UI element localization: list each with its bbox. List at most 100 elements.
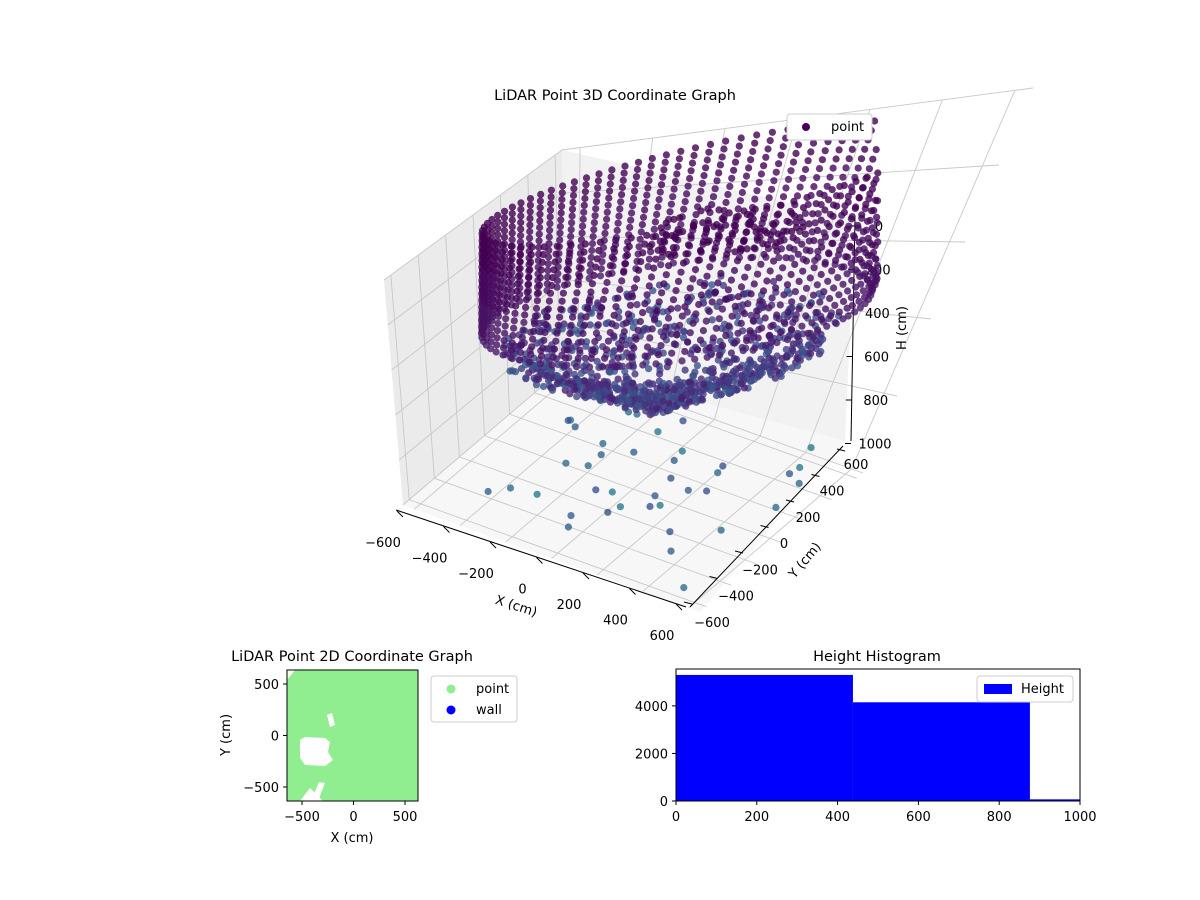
data-point — [562, 370, 570, 378]
data-point — [614, 294, 622, 302]
data-point — [593, 255, 601, 263]
data-point — [712, 391, 721, 400]
data-point — [616, 205, 624, 213]
data-point — [603, 215, 611, 223]
data-point — [740, 310, 749, 318]
data-point — [802, 284, 811, 292]
data-point — [871, 117, 879, 125]
data-point — [621, 404, 629, 412]
y-axis-label: Y (cm) — [785, 540, 824, 583]
data-point — [662, 271, 670, 279]
z-tick-label: 800 — [863, 394, 888, 409]
data-point — [553, 283, 561, 291]
data-point — [561, 354, 570, 362]
data-point — [701, 366, 710, 374]
y-tick-label: 500 — [254, 678, 279, 693]
data-point — [490, 282, 498, 290]
data-point — [546, 206, 555, 214]
data-point — [766, 331, 774, 339]
data-point — [614, 219, 622, 227]
data-point — [573, 393, 581, 401]
data-point — [742, 172, 751, 180]
data-point — [630, 390, 639, 398]
data-point — [526, 358, 534, 366]
data-point — [728, 174, 736, 182]
data-point — [672, 235, 680, 243]
data-point — [597, 265, 605, 273]
y-tick-mark — [836, 448, 846, 452]
data-point — [595, 388, 603, 396]
data-point — [861, 145, 869, 153]
data-point — [697, 375, 705, 383]
data-point — [628, 209, 636, 217]
data-point — [546, 213, 554, 221]
data-point — [592, 486, 600, 494]
data-point — [500, 233, 509, 241]
data-point — [577, 369, 586, 377]
data-point — [608, 166, 616, 174]
x-tick-label: 0 — [518, 583, 526, 598]
data-point — [731, 339, 739, 347]
legend-marker-wall — [446, 705, 456, 715]
data-point — [537, 190, 545, 198]
data-point — [487, 331, 495, 339]
data-point — [508, 216, 516, 224]
data-point — [730, 266, 739, 275]
data-point — [679, 259, 688, 267]
data-point — [753, 131, 761, 139]
data-point — [648, 347, 656, 355]
data-point — [814, 210, 822, 218]
data-point — [786, 244, 794, 252]
data-point — [743, 228, 751, 236]
data-point — [784, 175, 793, 183]
data-point — [639, 309, 647, 317]
data-point — [633, 275, 641, 283]
data-point — [644, 263, 652, 271]
data-point — [576, 272, 584, 281]
data-point — [747, 156, 755, 164]
data-point — [747, 254, 755, 262]
data-point — [613, 226, 621, 234]
data-point — [731, 158, 740, 166]
data-point — [494, 224, 502, 232]
data-point — [826, 294, 834, 303]
data-point — [847, 259, 855, 267]
data-point — [564, 416, 572, 425]
data-point — [807, 148, 815, 156]
data-point — [607, 173, 615, 181]
data-point — [763, 359, 771, 367]
data-point — [801, 230, 810, 238]
data-point — [592, 198, 601, 206]
data-point — [521, 311, 529, 319]
data-point — [689, 275, 697, 283]
data-point — [647, 162, 655, 170]
data-point — [861, 270, 869, 278]
data-point — [787, 254, 795, 262]
data-point — [484, 487, 492, 496]
data-point — [587, 288, 595, 296]
data-point — [684, 338, 692, 346]
data-point — [650, 264, 658, 272]
data-point — [643, 343, 652, 351]
data-point — [646, 169, 654, 177]
data-point — [833, 229, 841, 237]
data-point — [784, 308, 792, 316]
data-point — [496, 284, 504, 292]
data-point — [574, 281, 582, 289]
data-point — [861, 293, 869, 301]
data-point — [526, 227, 534, 236]
data-point — [673, 331, 681, 339]
data-point — [536, 360, 545, 368]
data-point — [574, 354, 582, 362]
data-point — [645, 306, 653, 314]
data-point — [597, 451, 605, 459]
data-point — [506, 484, 515, 492]
data-point — [695, 300, 703, 309]
data-point — [829, 239, 837, 247]
data-point — [683, 190, 691, 198]
data-point — [705, 291, 713, 299]
data-point — [616, 345, 624, 353]
back-gridline — [851, 90, 1016, 470]
data-point — [773, 339, 781, 347]
data-point — [864, 234, 872, 242]
